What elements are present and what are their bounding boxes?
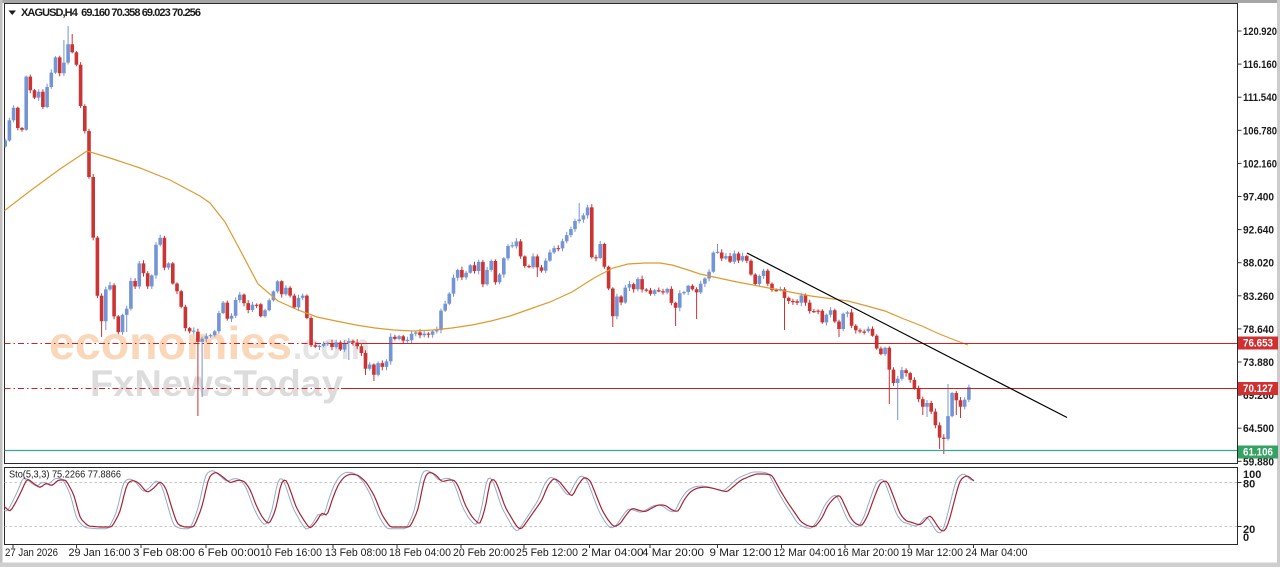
svg-text:120.920: 120.920 [1243,26,1277,38]
svg-text:92.640: 92.640 [1243,225,1274,237]
svg-text:Sto(5,3,3) 75.2266 77.8866: Sto(5,3,3) 75.2266 77.8866 [9,469,121,481]
svg-text:59.880: 59.880 [1243,456,1274,468]
svg-text:4 Mar 20:00: 4 Mar 20:00 [642,547,704,559]
svg-text:24 Mar 04:00: 24 Mar 04:00 [966,547,1028,559]
svg-text:13 Feb 08:00: 13 Feb 08:00 [325,547,387,559]
svg-text:3 Feb 08:00: 3 Feb 08:00 [133,547,195,559]
svg-text:12 Mar 04:00: 12 Mar 04:00 [774,547,836,559]
svg-text:106.780: 106.780 [1243,125,1277,137]
svg-text:70.127: 70.127 [1243,383,1273,395]
svg-text:27 Jan 2026: 27 Jan 2026 [5,547,58,559]
svg-text:116.160: 116.160 [1243,59,1277,71]
svg-text:111.540: 111.540 [1243,92,1277,104]
svg-text:18 Feb 04:00: 18 Feb 04:00 [389,547,451,559]
svg-text:100: 100 [1243,469,1261,481]
svg-text:9 Mar 12:00: 9 Mar 12:00 [710,547,772,559]
svg-text:73.880: 73.880 [1243,357,1274,369]
svg-text:25 Feb 12:00: 25 Feb 12:00 [516,547,578,559]
svg-text:6 Feb 00:00: 6 Feb 00:00 [198,547,260,559]
svg-text:20 Feb 20:00: 20 Feb 20:00 [453,547,515,559]
svg-text:XAGUSD,H4 69.160 70.358 69.02: XAGUSD,H4 69.160 70.358 69.023 70.256 [21,7,201,19]
svg-text:83.260: 83.260 [1243,291,1274,303]
svg-text:88.020: 88.020 [1243,258,1274,270]
svg-text:61.106: 61.106 [1243,447,1273,459]
svg-text:78.640: 78.640 [1243,324,1274,336]
svg-text:76.653: 76.653 [1243,338,1273,350]
svg-text:80: 80 [1243,479,1255,491]
svg-text:0: 0 [1243,532,1249,544]
svg-text:2 Mar 04:00: 2 Mar 04:00 [582,547,644,559]
svg-text:19 Mar 12:00: 19 Mar 12:00 [901,547,963,559]
svg-text:FxNewsToday: FxNewsToday [90,363,343,404]
svg-text:29 Jan 16:00: 29 Jan 16:00 [69,547,131,559]
svg-text:20: 20 [1243,524,1255,536]
svg-text:16 Mar 20:00: 16 Mar 20:00 [837,547,899,559]
svg-text:102.160: 102.160 [1243,158,1277,170]
svg-text:10 Feb 16:00: 10 Feb 16:00 [260,547,322,559]
svg-text:64.500: 64.500 [1243,423,1274,435]
svg-text:97.400: 97.400 [1243,192,1274,204]
